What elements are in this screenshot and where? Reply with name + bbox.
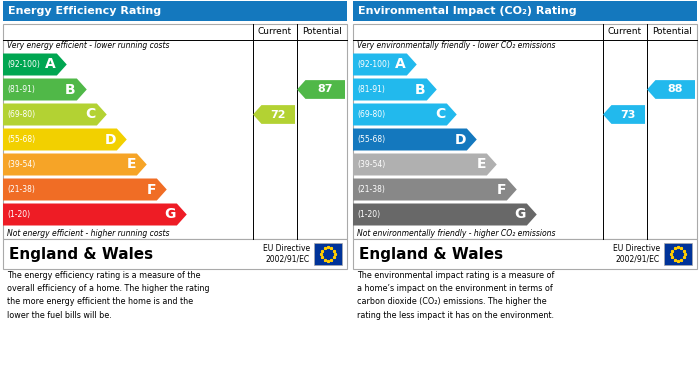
Bar xyxy=(664,243,692,265)
Text: B: B xyxy=(415,83,426,97)
Text: EU Directive
2002/91/EC: EU Directive 2002/91/EC xyxy=(263,244,310,264)
Text: E: E xyxy=(126,158,136,172)
Text: (55-68): (55-68) xyxy=(357,135,385,144)
Polygon shape xyxy=(3,129,127,151)
Text: Potential: Potential xyxy=(302,27,342,36)
Bar xyxy=(3,239,347,269)
Text: Current: Current xyxy=(258,27,292,36)
Text: (81-91): (81-91) xyxy=(357,85,385,94)
Text: Not environmentally friendly - higher CO₂ emissions: Not environmentally friendly - higher CO… xyxy=(357,228,556,237)
Text: F: F xyxy=(496,183,506,197)
Text: Very energy efficient - lower running costs: Very energy efficient - lower running co… xyxy=(7,41,169,50)
Text: (21-38): (21-38) xyxy=(7,185,35,194)
Text: C: C xyxy=(85,108,96,122)
Text: (39-54): (39-54) xyxy=(357,160,385,169)
Text: Environmental Impact (CO₂) Rating: Environmental Impact (CO₂) Rating xyxy=(358,6,577,16)
Text: (1-20): (1-20) xyxy=(7,210,30,219)
Text: 72: 72 xyxy=(270,109,286,120)
Text: (92-100): (92-100) xyxy=(357,60,390,69)
Text: 87: 87 xyxy=(318,84,333,95)
Text: England & Wales: England & Wales xyxy=(359,246,503,262)
Polygon shape xyxy=(3,79,87,100)
Text: F: F xyxy=(146,183,156,197)
Text: (1-20): (1-20) xyxy=(357,210,380,219)
Polygon shape xyxy=(353,54,416,75)
Polygon shape xyxy=(297,80,345,99)
Text: 88: 88 xyxy=(668,84,683,95)
Text: (81-91): (81-91) xyxy=(7,85,35,94)
Text: (21-38): (21-38) xyxy=(357,185,385,194)
Text: (92-100): (92-100) xyxy=(7,60,40,69)
Text: 73: 73 xyxy=(620,109,636,120)
Polygon shape xyxy=(3,203,187,226)
Polygon shape xyxy=(353,203,537,226)
Polygon shape xyxy=(353,179,517,201)
Text: (55-68): (55-68) xyxy=(7,135,35,144)
Polygon shape xyxy=(353,129,477,151)
Polygon shape xyxy=(3,54,66,75)
Polygon shape xyxy=(3,154,147,176)
Polygon shape xyxy=(647,80,695,99)
Polygon shape xyxy=(353,79,437,100)
Polygon shape xyxy=(353,104,456,126)
Text: (69-80): (69-80) xyxy=(357,110,385,119)
Bar xyxy=(314,243,342,265)
Text: A: A xyxy=(45,57,56,72)
Bar xyxy=(3,1,347,21)
Text: G: G xyxy=(164,208,176,221)
Text: Current: Current xyxy=(608,27,642,36)
Text: E: E xyxy=(476,158,486,172)
Text: The energy efficiency rating is a measure of the
overall efficiency of a home. T: The energy efficiency rating is a measur… xyxy=(7,271,209,319)
Polygon shape xyxy=(3,104,106,126)
Text: D: D xyxy=(454,133,466,147)
Bar xyxy=(353,1,697,21)
Text: D: D xyxy=(104,133,116,147)
Bar xyxy=(3,24,347,239)
Text: Energy Efficiency Rating: Energy Efficiency Rating xyxy=(8,6,161,16)
Text: (69-80): (69-80) xyxy=(7,110,35,119)
Text: Potential: Potential xyxy=(652,27,692,36)
Bar xyxy=(353,24,697,239)
Polygon shape xyxy=(253,105,295,124)
Polygon shape xyxy=(353,154,497,176)
Text: Very environmentally friendly - lower CO₂ emissions: Very environmentally friendly - lower CO… xyxy=(357,41,556,50)
Polygon shape xyxy=(603,105,645,124)
Text: G: G xyxy=(514,208,526,221)
Bar xyxy=(353,239,697,269)
Polygon shape xyxy=(3,179,167,201)
Text: (39-54): (39-54) xyxy=(7,160,35,169)
Text: England & Wales: England & Wales xyxy=(9,246,153,262)
Text: C: C xyxy=(435,108,446,122)
Text: A: A xyxy=(395,57,406,72)
Text: Not energy efficient - higher running costs: Not energy efficient - higher running co… xyxy=(7,228,169,237)
Text: EU Directive
2002/91/EC: EU Directive 2002/91/EC xyxy=(613,244,660,264)
Text: B: B xyxy=(65,83,76,97)
Text: The environmental impact rating is a measure of
a home’s impact on the environme: The environmental impact rating is a mea… xyxy=(357,271,554,319)
